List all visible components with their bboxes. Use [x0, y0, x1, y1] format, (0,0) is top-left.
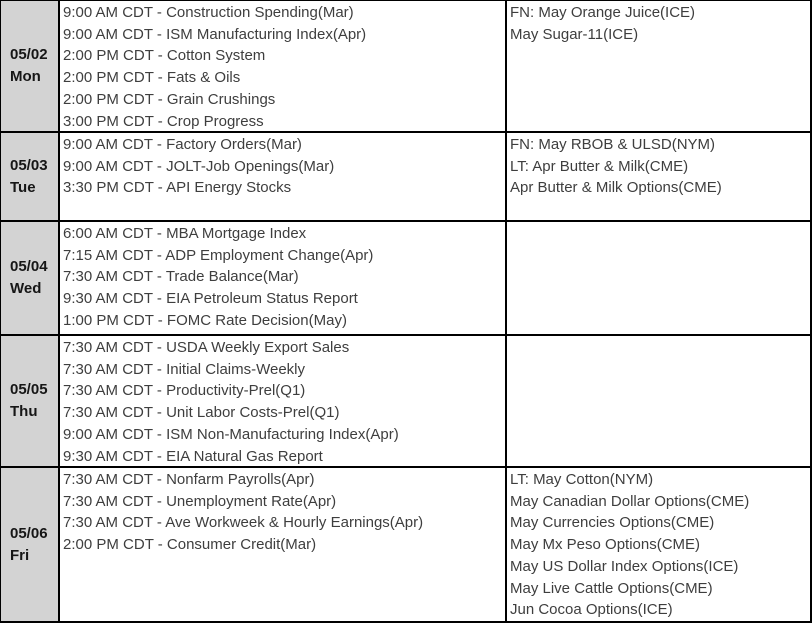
notice-item: LT: May Cotton(NYM) [510, 471, 654, 488]
calendar-row: 05/03 Tue 9:00 AM CDT - Factory Orders(M… [1, 133, 810, 222]
notices-cell: FN: May RBOB & ULSD(NYM) LT: Apr Butter &… [505, 133, 810, 220]
notice-item: FN: May RBOB & ULSD(NYM) [510, 136, 716, 153]
date-label: 05/06 [10, 524, 48, 542]
event-item: 3:00 PM CDT - Crop Progress [63, 112, 264, 130]
notice-item: May Mx Peso Options(CME) [510, 536, 701, 554]
event-item: 2:00 PM CDT - Grain Crushings [63, 90, 276, 108]
notice-item: May Sugar-11(ICE) [510, 25, 639, 43]
event-item: 3:30 PM CDT - API Energy Stocks [63, 179, 292, 197]
notices-cell [505, 336, 810, 466]
notice-item: May Currencies Options(CME) [510, 514, 715, 532]
day-label: Mon [10, 68, 41, 85]
notice-item: Apr Butter & Milk Options(CME) [510, 179, 722, 197]
date-cell: 05/02 Mon [1, 1, 60, 131]
event-item: 1:00 PM CDT - FOMC Rate Decision(May) [63, 311, 347, 329]
calendar-row: 05/06 Fri 7:30 AM CDT - Nonfarm Payrolls… [1, 468, 810, 621]
event-item: 9:30 AM CDT - EIA Natural Gas Report [63, 447, 323, 465]
notice-item: Jun Cocoa Options(ICE) [510, 601, 673, 619]
notices-cell [505, 222, 810, 334]
event-item: 9:00 AM CDT - ISM Manufacturing Index(Ap… [63, 25, 367, 43]
event-item: 2:00 PM CDT - Consumer Credit(Mar) [63, 536, 317, 554]
event-item: 9:30 AM CDT - EIA Petroleum Status Repor… [63, 290, 358, 308]
events-cell: 6:00 AM CDT - MBA Mortgage Index 7:15 AM … [60, 222, 505, 334]
event-item: 7:30 AM CDT - USDA Weekly Export Sales [63, 339, 350, 356]
event-item: 6:00 AM CDT - MBA Mortgage Index [63, 225, 307, 242]
event-item: 7:30 AM CDT - Unemployment Rate(Apr) [63, 492, 337, 510]
notice-item: FN: May Orange Juice(ICE) [510, 4, 696, 21]
day-label: Thu [10, 403, 38, 420]
event-item: 9:00 AM CDT - JOLT-Job Openings(Mar) [63, 157, 335, 175]
day-label: Tue [10, 178, 36, 196]
event-item: 7:30 AM CDT - Nonfarm Payrolls(Apr) [63, 471, 315, 488]
notice-item: May Live Cattle Options(CME) [510, 579, 713, 597]
events-cell: 7:30 AM CDT - USDA Weekly Export Sales 7:… [60, 336, 505, 466]
day-label: Fri [10, 546, 30, 564]
date-cell: 05/05 Thu [1, 336, 60, 466]
event-item: 9:00 AM CDT - Construction Spending(Mar) [63, 4, 354, 21]
event-item: 7:30 AM CDT - Trade Balance(Mar) [63, 268, 299, 286]
date-label: 05/05 [10, 381, 48, 398]
events-cell: 7:30 AM CDT - Nonfarm Payrolls(Apr) 7:30 … [60, 468, 505, 621]
date-cell: 05/03 Tue [1, 133, 60, 220]
event-item: 7:30 AM CDT - Productivity-Prel(Q1) [63, 382, 306, 400]
event-item: 9:00 AM CDT - ISM Non-Manufacturing Inde… [63, 425, 399, 443]
events-cell: 9:00 AM CDT - Construction Spending(Mar)… [60, 1, 505, 131]
notices-cell: LT: May Cotton(NYM) May Canadian Dollar O… [505, 468, 810, 621]
event-item: 9:00 AM CDT - Factory Orders(Mar) [63, 136, 302, 153]
events-cell: 9:00 AM CDT - Factory Orders(Mar) 9:00 AM… [60, 133, 505, 220]
date-cell: 05/04 Wed [1, 222, 60, 334]
event-item: 2:00 PM CDT - Fats & Oils [63, 69, 241, 87]
notice-item: May Canadian Dollar Options(CME) [510, 492, 750, 510]
notice-item: LT: Apr Butter & Milk(CME) [510, 157, 689, 175]
date-cell: 05/06 Fri [1, 468, 60, 621]
event-item: 7:15 AM CDT - ADP Employment Change(Apr) [63, 246, 374, 264]
day-label: Wed [10, 280, 42, 297]
calendar-row: 05/05 Thu 7:30 AM CDT - USDA Weekly Expo… [1, 336, 810, 468]
notices-cell: FN: May Orange Juice(ICE) May Sugar-11(IC… [505, 1, 810, 131]
notice-item: May US Dollar Index Options(ICE) [510, 557, 739, 575]
date-label: 05/02 [10, 46, 48, 63]
event-item: 7:30 AM CDT - Ave Workweek & Hourly Earn… [63, 514, 424, 532]
calendar-row: 05/04 Wed 6:00 AM CDT - MBA Mortgage Ind… [1, 222, 810, 336]
calendar-row: 05/02 Mon 9:00 AM CDT - Construction Spe… [1, 1, 810, 133]
date-label: 05/04 [10, 258, 48, 275]
event-item: 7:30 AM CDT - Unit Labor Costs-Prel(Q1) [63, 404, 340, 422]
date-label: 05/03 [10, 156, 48, 174]
event-item: 7:30 AM CDT - Initial Claims-Weekly [63, 360, 306, 378]
event-item: 2:00 PM CDT - Cotton System [63, 47, 266, 65]
